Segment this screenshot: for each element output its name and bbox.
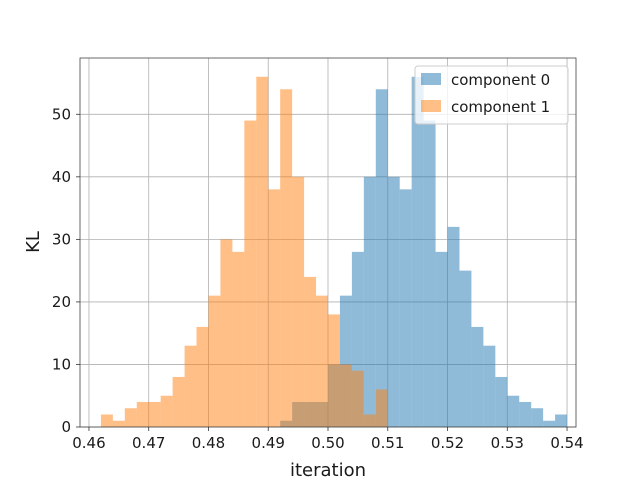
x-axis-label: iteration — [290, 460, 366, 480]
histogram-bar-component-0 — [435, 251, 448, 427]
histogram-bar-component-1 — [280, 89, 293, 428]
y-tick-label: 50 — [52, 105, 71, 123]
histogram-bar-component-0 — [339, 295, 352, 427]
histogram-bar-component-1 — [172, 376, 185, 427]
x-tick-label: 0.54 — [550, 434, 583, 452]
histogram-bar-component-1 — [148, 401, 161, 427]
histogram-bar-component-0 — [471, 326, 484, 427]
histogram-bar-component-0 — [375, 89, 388, 428]
histogram-bar-component-1 — [100, 414, 113, 427]
histogram-bar-component-1 — [256, 76, 269, 428]
y-tick-label: 40 — [52, 168, 71, 186]
histogram-bar-component-1 — [292, 176, 305, 427]
x-tick-label: 0.46 — [72, 434, 105, 452]
y-tick-label: 0 — [61, 418, 71, 436]
histogram-bar-component-1 — [136, 401, 149, 427]
histogram-bar-component-1 — [363, 414, 376, 427]
histogram-bar-component-0 — [447, 226, 460, 427]
histogram-bar-component-0 — [531, 408, 544, 427]
histogram-bar-component-0 — [495, 376, 508, 427]
histogram-bar-component-1 — [184, 345, 197, 427]
histogram-bar-component-0 — [543, 420, 556, 427]
y-axis-ticks: 0 10 20 30 40 50 — [52, 105, 80, 436]
histogram-bar-component-1 — [124, 408, 137, 427]
legend-swatch-component-0 — [421, 73, 441, 85]
histogram-bar-component-1 — [220, 239, 233, 427]
histogram-bar-component-0 — [351, 251, 364, 427]
x-tick-label: 0.53 — [491, 434, 524, 452]
histogram-bar-component-0 — [507, 395, 520, 427]
histogram-bar-component-0 — [423, 120, 436, 428]
x-tick-label: 0.51 — [371, 434, 404, 452]
histogram-bar-component-1 — [268, 189, 281, 427]
y-tick-label: 30 — [52, 230, 71, 248]
x-tick-label: 0.50 — [311, 434, 344, 452]
legend-label-component-0: component 0 — [451, 71, 550, 89]
x-tick-label: 0.47 — [132, 434, 165, 452]
histogram-bar-component-1 — [112, 420, 125, 427]
histogram-bar-component-1 — [339, 364, 352, 427]
histogram-bar-component-0 — [399, 189, 412, 427]
x-tick-label: 0.48 — [192, 434, 225, 452]
histogram-bar-component-0 — [483, 345, 496, 427]
histogram-bar-component-1 — [316, 295, 328, 427]
x-tick-label: 0.49 — [252, 434, 285, 452]
legend-box — [414, 65, 569, 125]
legend-label-component-1: component 1 — [451, 98, 550, 116]
x-tick-label: 0.52 — [431, 434, 464, 452]
histogram-bar-component-0 — [363, 176, 376, 427]
histogram-bar-component-1 — [244, 120, 257, 428]
y-tick-label: 20 — [52, 293, 71, 311]
histogram-bar-component-1 — [160, 395, 173, 427]
histogram-bar-component-0 — [519, 401, 532, 427]
histogram-bar-component-1 — [304, 276, 317, 427]
bars — [100, 76, 568, 428]
histogram-bar-component-0 — [411, 76, 424, 428]
histogram-bar-component-1 — [208, 295, 221, 427]
legend-swatch-component-1 — [421, 100, 441, 112]
x-axis-ticks: 0.46 0.47 0.48 0.49 0.50 0.51 0.52 0.53 0.54 — [72, 427, 584, 452]
histogram-bar-component-0 — [459, 270, 472, 427]
histogram-bar-component-1 — [232, 251, 245, 427]
legend: component 0 component 1 — [414, 65, 569, 125]
histogram-bar-component-0 — [555, 414, 568, 427]
y-axis-label: KL — [23, 231, 44, 253]
histogram-bar-component-1 — [328, 314, 340, 427]
histogram-bar-component-1 — [351, 370, 364, 427]
histogram-bar-component-1 — [196, 326, 209, 427]
y-tick-label: 10 — [52, 355, 71, 373]
histogram-bar-component-0 — [387, 176, 400, 427]
histogram-bar-component-1 — [375, 389, 388, 427]
